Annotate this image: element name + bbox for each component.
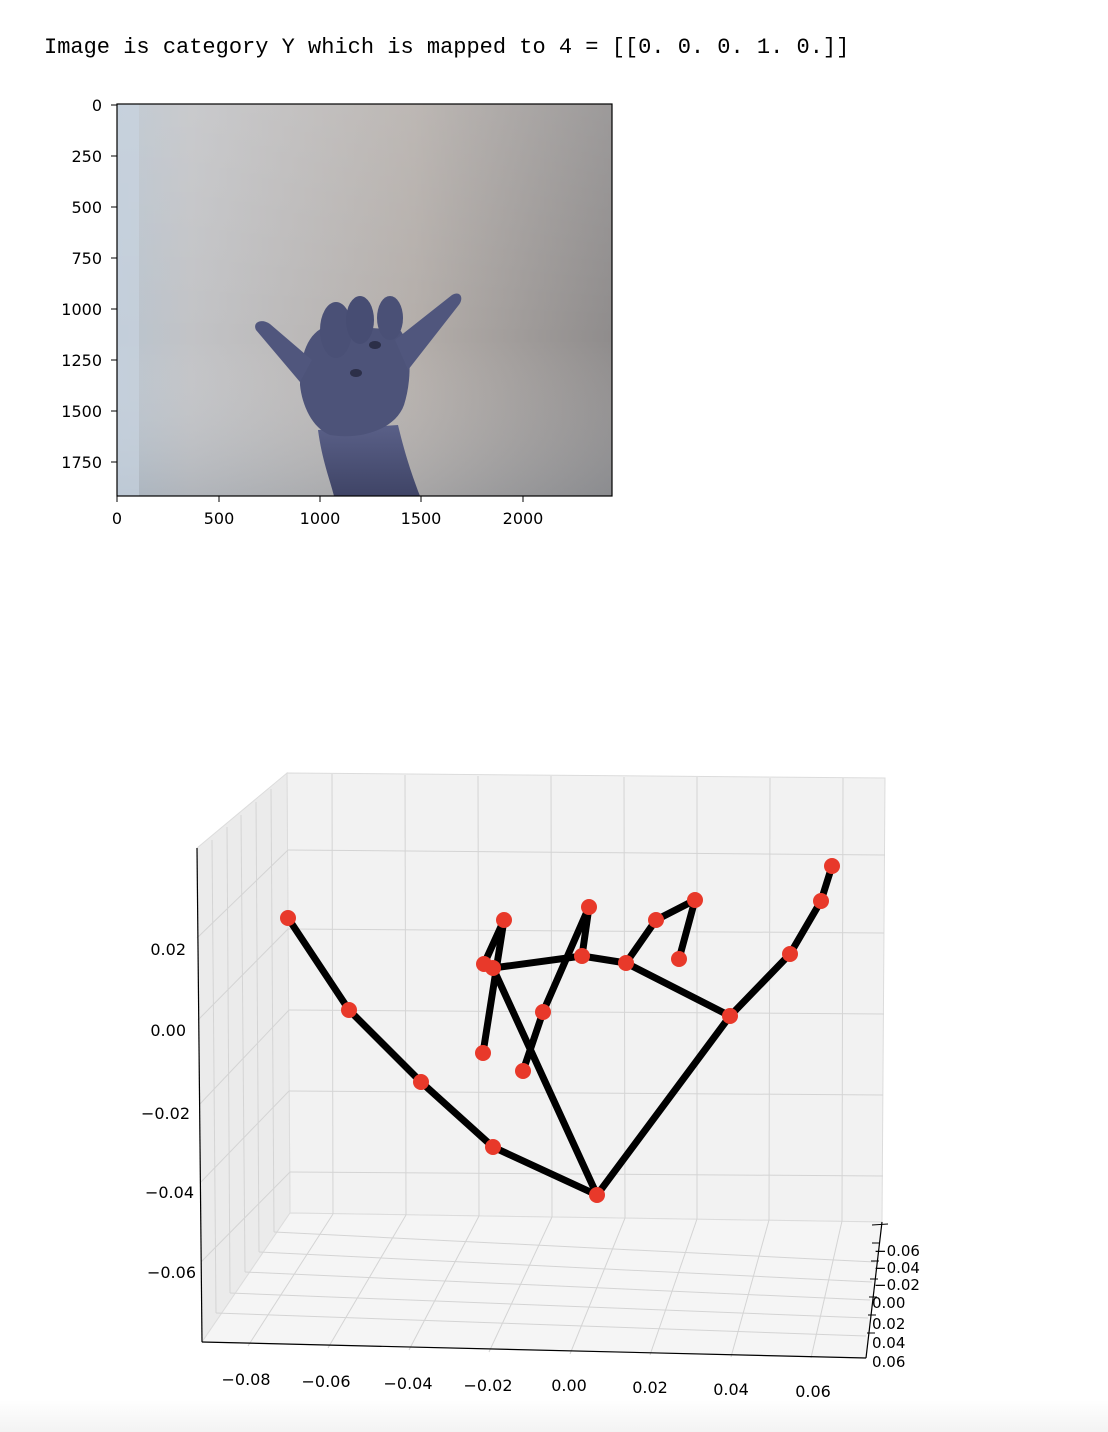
hand-bone	[417, 1078, 497, 1151]
z-tick: −0.04	[145, 1183, 194, 1202]
page-bottom-edge	[0, 1400, 1108, 1432]
z-tick: −0.06	[147, 1263, 196, 1282]
y-tick: 0.00	[872, 1294, 905, 1312]
hand-bone	[489, 1143, 601, 1199]
landmark-point-ring-tip	[671, 951, 687, 967]
image-y-tick: 1250	[61, 351, 102, 370]
hand-bone	[539, 903, 593, 1016]
landmark-point-pinky-pip	[782, 946, 798, 962]
image-y-tick: 0	[92, 96, 102, 115]
x-axis-ticks: −0.08 −0.06 −0.04 −0.02 0.00 0.02 0.04 0…	[221, 1370, 830, 1401]
grid-lines	[196, 773, 886, 1359]
image-x-tick: 0	[112, 509, 122, 528]
y-tick: 0.02	[872, 1315, 905, 1333]
hand-bone	[622, 916, 660, 967]
landmark-point-thumb-1	[485, 1139, 501, 1155]
z-tick: 0.02	[150, 940, 186, 959]
z-tick: −0.02	[141, 1104, 190, 1123]
y-tick: −0.06	[874, 1242, 920, 1260]
image-y-tick: 1000	[61, 300, 102, 319]
landmark-point-ring-dip	[687, 892, 703, 908]
hand-bone	[726, 950, 794, 1020]
landmark-point-middle-tip	[515, 1063, 531, 1079]
image-x-tick: 500	[204, 509, 235, 528]
x-tick: 0.06	[795, 1382, 831, 1401]
image-y-tick: 500	[71, 198, 102, 217]
image-x-tick: 1000	[300, 509, 341, 528]
landmark-point-index-pip	[476, 956, 492, 972]
y-tick: −0.02	[874, 1276, 920, 1294]
y-tick: 0.04	[872, 1334, 905, 1352]
axis-lines	[196, 847, 883, 1359]
hand-photo	[117, 104, 612, 496]
x-tick: 0.02	[632, 1378, 668, 1397]
y-axis-ticks: −0.06 −0.04 −0.02 0.00 0.02 0.04 0.06	[867, 1223, 920, 1371]
landmark-point-thumb-tip	[280, 910, 296, 926]
z-axis-ticks: 0.02 0.00 −0.02 −0.04 −0.06	[141, 940, 196, 1282]
landmark-point-middle-pip	[581, 899, 597, 915]
hand-bone	[345, 1006, 425, 1086]
x-tick: −0.08	[221, 1370, 270, 1389]
hand-bone	[786, 897, 825, 958]
x-tick: 0.04	[713, 1380, 749, 1399]
image-y-tick: 1500	[61, 402, 102, 421]
hand-connections	[284, 862, 836, 1199]
x-tick: −0.04	[383, 1374, 432, 1393]
hand-bone	[675, 896, 699, 963]
image-y-tick: 250	[71, 147, 102, 166]
hand-bone	[284, 914, 353, 1014]
landmark-point-pinky-mcp	[722, 1008, 738, 1024]
y-tick: 0.06	[872, 1353, 905, 1371]
landmark-point-middle-mcp	[574, 948, 590, 964]
image-x-tick: 2000	[503, 509, 544, 528]
image-y-axis: 0 250 500 750 1000 1250 1500 1750	[61, 96, 117, 472]
hand-bone	[622, 959, 734, 1020]
hand-bone	[489, 964, 601, 1199]
landmark-point-ring-pip	[648, 912, 664, 928]
image-y-tick: 1750	[61, 453, 102, 472]
landmark-point-middle-dip	[535, 1004, 551, 1020]
hand-bone	[479, 916, 508, 1057]
y-tick: −0.04	[874, 1259, 920, 1277]
image-y-tick: 750	[71, 249, 102, 268]
cell-output-text: Image is category Y which is mapped to 4…	[44, 35, 850, 60]
landmark-point-thumb-2	[413, 1074, 429, 1090]
landmark-point-wrist	[589, 1187, 605, 1203]
image-x-axis: 0 500 1000 1500 2000	[112, 496, 543, 528]
image-figure: 0 250 500 750 1000 1250 1500 1750 0 500 …	[61, 96, 613, 528]
x-tick: −0.02	[463, 1376, 512, 1395]
hand-bone	[519, 1008, 547, 1075]
landmark-point-pinky-tip	[824, 858, 840, 874]
x-tick: −0.06	[301, 1372, 350, 1391]
landmark-point-index-tip	[475, 1045, 491, 1061]
landmark-point-ring-mcp	[618, 955, 634, 971]
landmark-point-thumb-3	[341, 1002, 357, 1018]
image-x-tick: 1500	[401, 509, 442, 528]
z-tick: 0.00	[150, 1021, 186, 1040]
x-tick: 0.00	[551, 1376, 587, 1395]
hand-landmarks	[280, 858, 840, 1203]
hand-bone	[593, 1012, 734, 1199]
landmark-point-pinky-dip	[813, 893, 829, 909]
landmark-point-index-dip	[496, 912, 512, 928]
